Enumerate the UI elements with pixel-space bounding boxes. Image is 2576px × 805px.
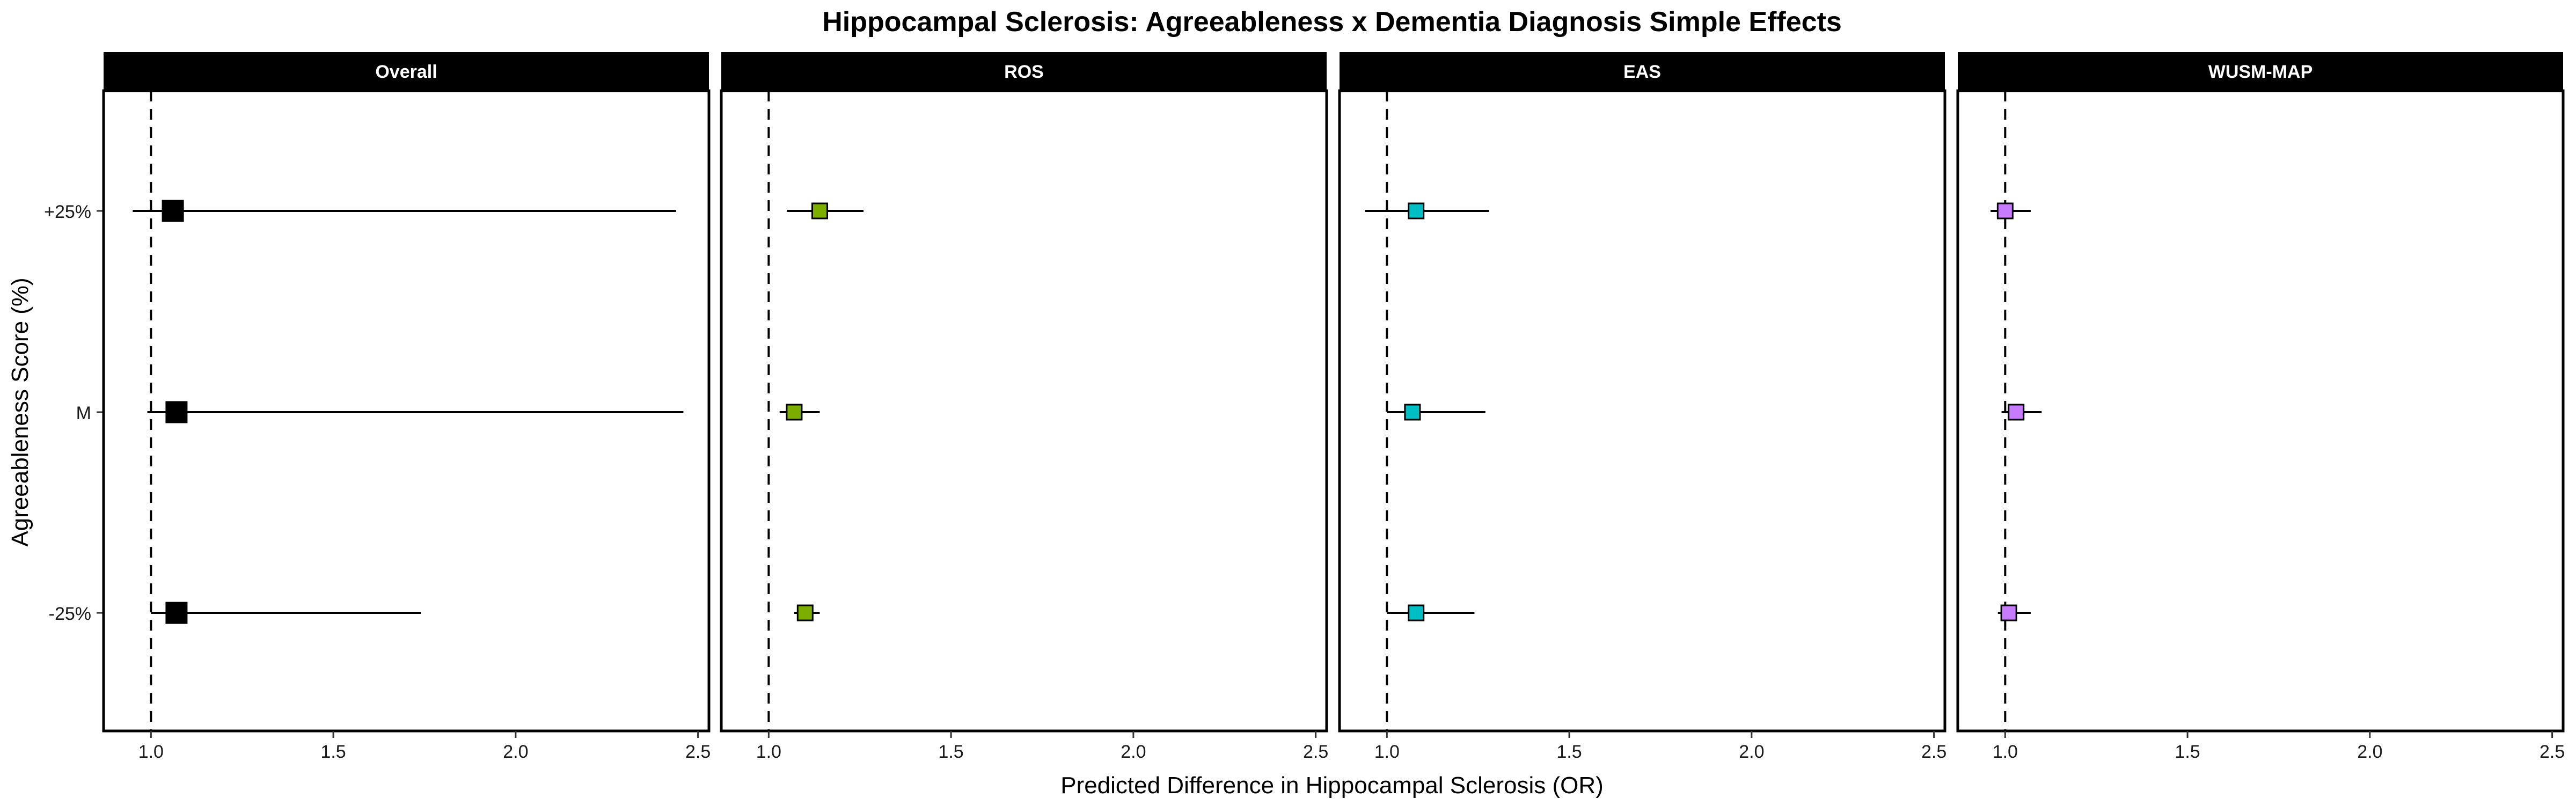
point-estimate xyxy=(1404,404,1421,421)
panel-border xyxy=(1956,89,2565,733)
facet-strip-label: WUSM-MAP xyxy=(2208,62,2313,82)
x-tick-label: 2.0 xyxy=(503,742,528,762)
x-tick-label: 2.0 xyxy=(1739,742,1764,762)
panel-border xyxy=(102,89,711,733)
x-tick-label: 1.0 xyxy=(138,742,164,762)
x-tick-label: 1.5 xyxy=(1556,742,1582,762)
point-estimate xyxy=(786,404,803,421)
x-axis-title: Predicted Difference in Hippocampal Scle… xyxy=(1060,772,1604,799)
facet-panel: WUSM-MAP 1.0 1.5 2.0 2.5 xyxy=(1956,52,2565,762)
x-tick-label: 2.5 xyxy=(685,742,711,762)
x-tick-label: 1.0 xyxy=(1374,742,1400,762)
facet-panels: Overall 1.0 1.5 2.0 2.5 ROS 1.0 1.5 2.0 2.5 EAS 1.0… xyxy=(102,52,2565,762)
facet-strip-label: Overall xyxy=(375,62,437,82)
point-estimate xyxy=(1408,202,1425,219)
y-tick-label: +25% xyxy=(44,202,91,222)
point-estimate xyxy=(165,602,188,624)
x-tick-label: 2.5 xyxy=(1921,742,1946,762)
x-tick-label: 2.5 xyxy=(2540,742,2565,762)
x-tick-label: 1.0 xyxy=(1993,742,2018,762)
x-tick-label: 2.0 xyxy=(1121,742,1146,762)
facet-strip xyxy=(721,52,1327,91)
y-tick-label: -25% xyxy=(49,604,91,624)
y-axis: +25% M -25% xyxy=(44,202,104,624)
x-tick-label: 1.5 xyxy=(2175,742,2200,762)
panel-border xyxy=(1338,89,1946,733)
point-estimate xyxy=(162,200,184,222)
x-tick-label: 1.5 xyxy=(320,742,346,762)
y-tick-label: M xyxy=(76,403,91,423)
x-tick-label: 1.5 xyxy=(938,742,963,762)
point-estimate xyxy=(796,604,814,621)
x-tick-label: 1.0 xyxy=(756,742,781,762)
facet-strip xyxy=(1340,52,1945,91)
y-axis-title: Agreeableness Score (%) xyxy=(7,277,33,546)
facet-panel: EAS 1.0 1.5 2.0 2.5 xyxy=(1338,52,1946,762)
facet-panel: ROS 1.0 1.5 2.0 2.5 xyxy=(720,52,1328,762)
point-estimate xyxy=(2000,604,2017,621)
chart-title: Hippocampal Sclerosis: Agreeableness x D… xyxy=(822,6,1842,38)
x-tick-label: 2.5 xyxy=(1303,742,1328,762)
point-estimate xyxy=(165,401,188,423)
point-estimate xyxy=(811,202,828,219)
point-estimate xyxy=(1996,202,2014,219)
facet-strip-label: ROS xyxy=(1004,62,1044,82)
facet-panel: Overall 1.0 1.5 2.0 2.5 xyxy=(102,52,711,762)
facet-strip xyxy=(104,52,709,91)
point-estimate xyxy=(2008,404,2025,421)
x-tick-label: 2.0 xyxy=(2357,742,2382,762)
facet-strip-label: EAS xyxy=(1623,62,1661,82)
point-estimate xyxy=(1408,604,1425,621)
panel-border xyxy=(720,89,1328,733)
facet-strip xyxy=(1958,52,2563,91)
